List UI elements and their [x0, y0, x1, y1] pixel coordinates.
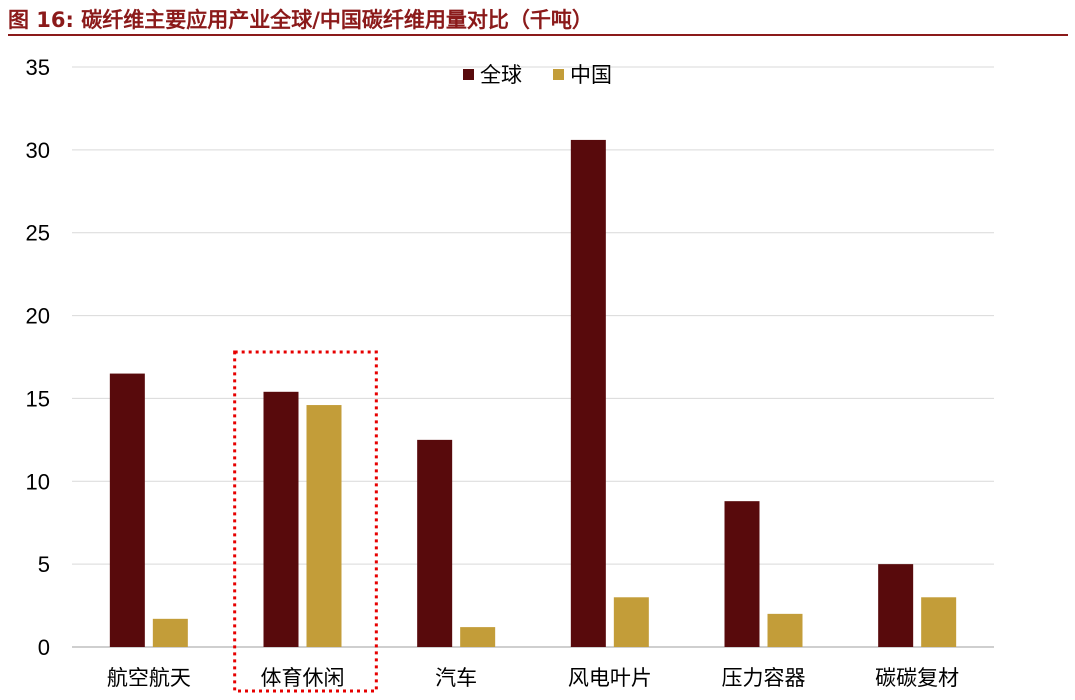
- x-tick-label: 碳碳复材: [875, 666, 959, 690]
- bar-china: [767, 613, 803, 647]
- y-tick-label: 10: [26, 469, 50, 494]
- bar-global: [724, 501, 760, 647]
- y-tick-label: 15: [26, 386, 50, 411]
- legend-label: 中国: [570, 63, 612, 87]
- y-tick-label: 0: [38, 635, 50, 660]
- gridlines: [72, 66, 994, 648]
- bar-global: [109, 373, 145, 647]
- highlight-box: [233, 350, 378, 693]
- bar-china: [613, 597, 649, 647]
- y-tick-label: 5: [38, 552, 50, 577]
- bar-china: [921, 597, 957, 647]
- legend-swatch: [463, 69, 474, 80]
- x-tick-label: 航空航天: [107, 666, 191, 690]
- bar-global: [263, 391, 299, 647]
- figure-title-bar: 图 16: 碳纤维主要应用产业全球/中国碳纤维用量对比（千吨）: [8, 2, 1068, 36]
- y-tick-label: 30: [26, 138, 50, 163]
- legend-swatch: [553, 69, 564, 80]
- x-tick-label: 体育休闲: [261, 666, 345, 690]
- x-tick-label: 压力容器: [722, 666, 806, 690]
- y-tick-label: 35: [26, 55, 50, 80]
- y-axis-ticks: 0 5 10 15 20 25 30 35: [26, 55, 50, 660]
- bar-global: [878, 564, 914, 647]
- figure-title: 图 16: 碳纤维主要应用产业全球/中国碳纤维用量对比（千吨）: [8, 8, 593, 32]
- x-axis-ticks: 航空航天 体育休闲 汽车 风电叶片 压力容器 碳碳复材: [107, 666, 959, 690]
- x-tick-label: 风电叶片: [568, 666, 652, 690]
- legend: 全球 中国: [463, 63, 612, 87]
- x-tick-label: 汽车: [435, 666, 477, 690]
- y-tick-label: 20: [26, 304, 50, 329]
- highlight-dotted-box: [233, 350, 378, 693]
- bar-china: [460, 627, 496, 647]
- bar-china: [306, 405, 342, 647]
- y-tick-label: 25: [26, 221, 50, 246]
- bar-global: [570, 139, 606, 647]
- bar-china: [152, 618, 188, 647]
- bar-global: [417, 439, 453, 647]
- bars: [109, 139, 957, 647]
- legend-label: 全球: [480, 63, 522, 87]
